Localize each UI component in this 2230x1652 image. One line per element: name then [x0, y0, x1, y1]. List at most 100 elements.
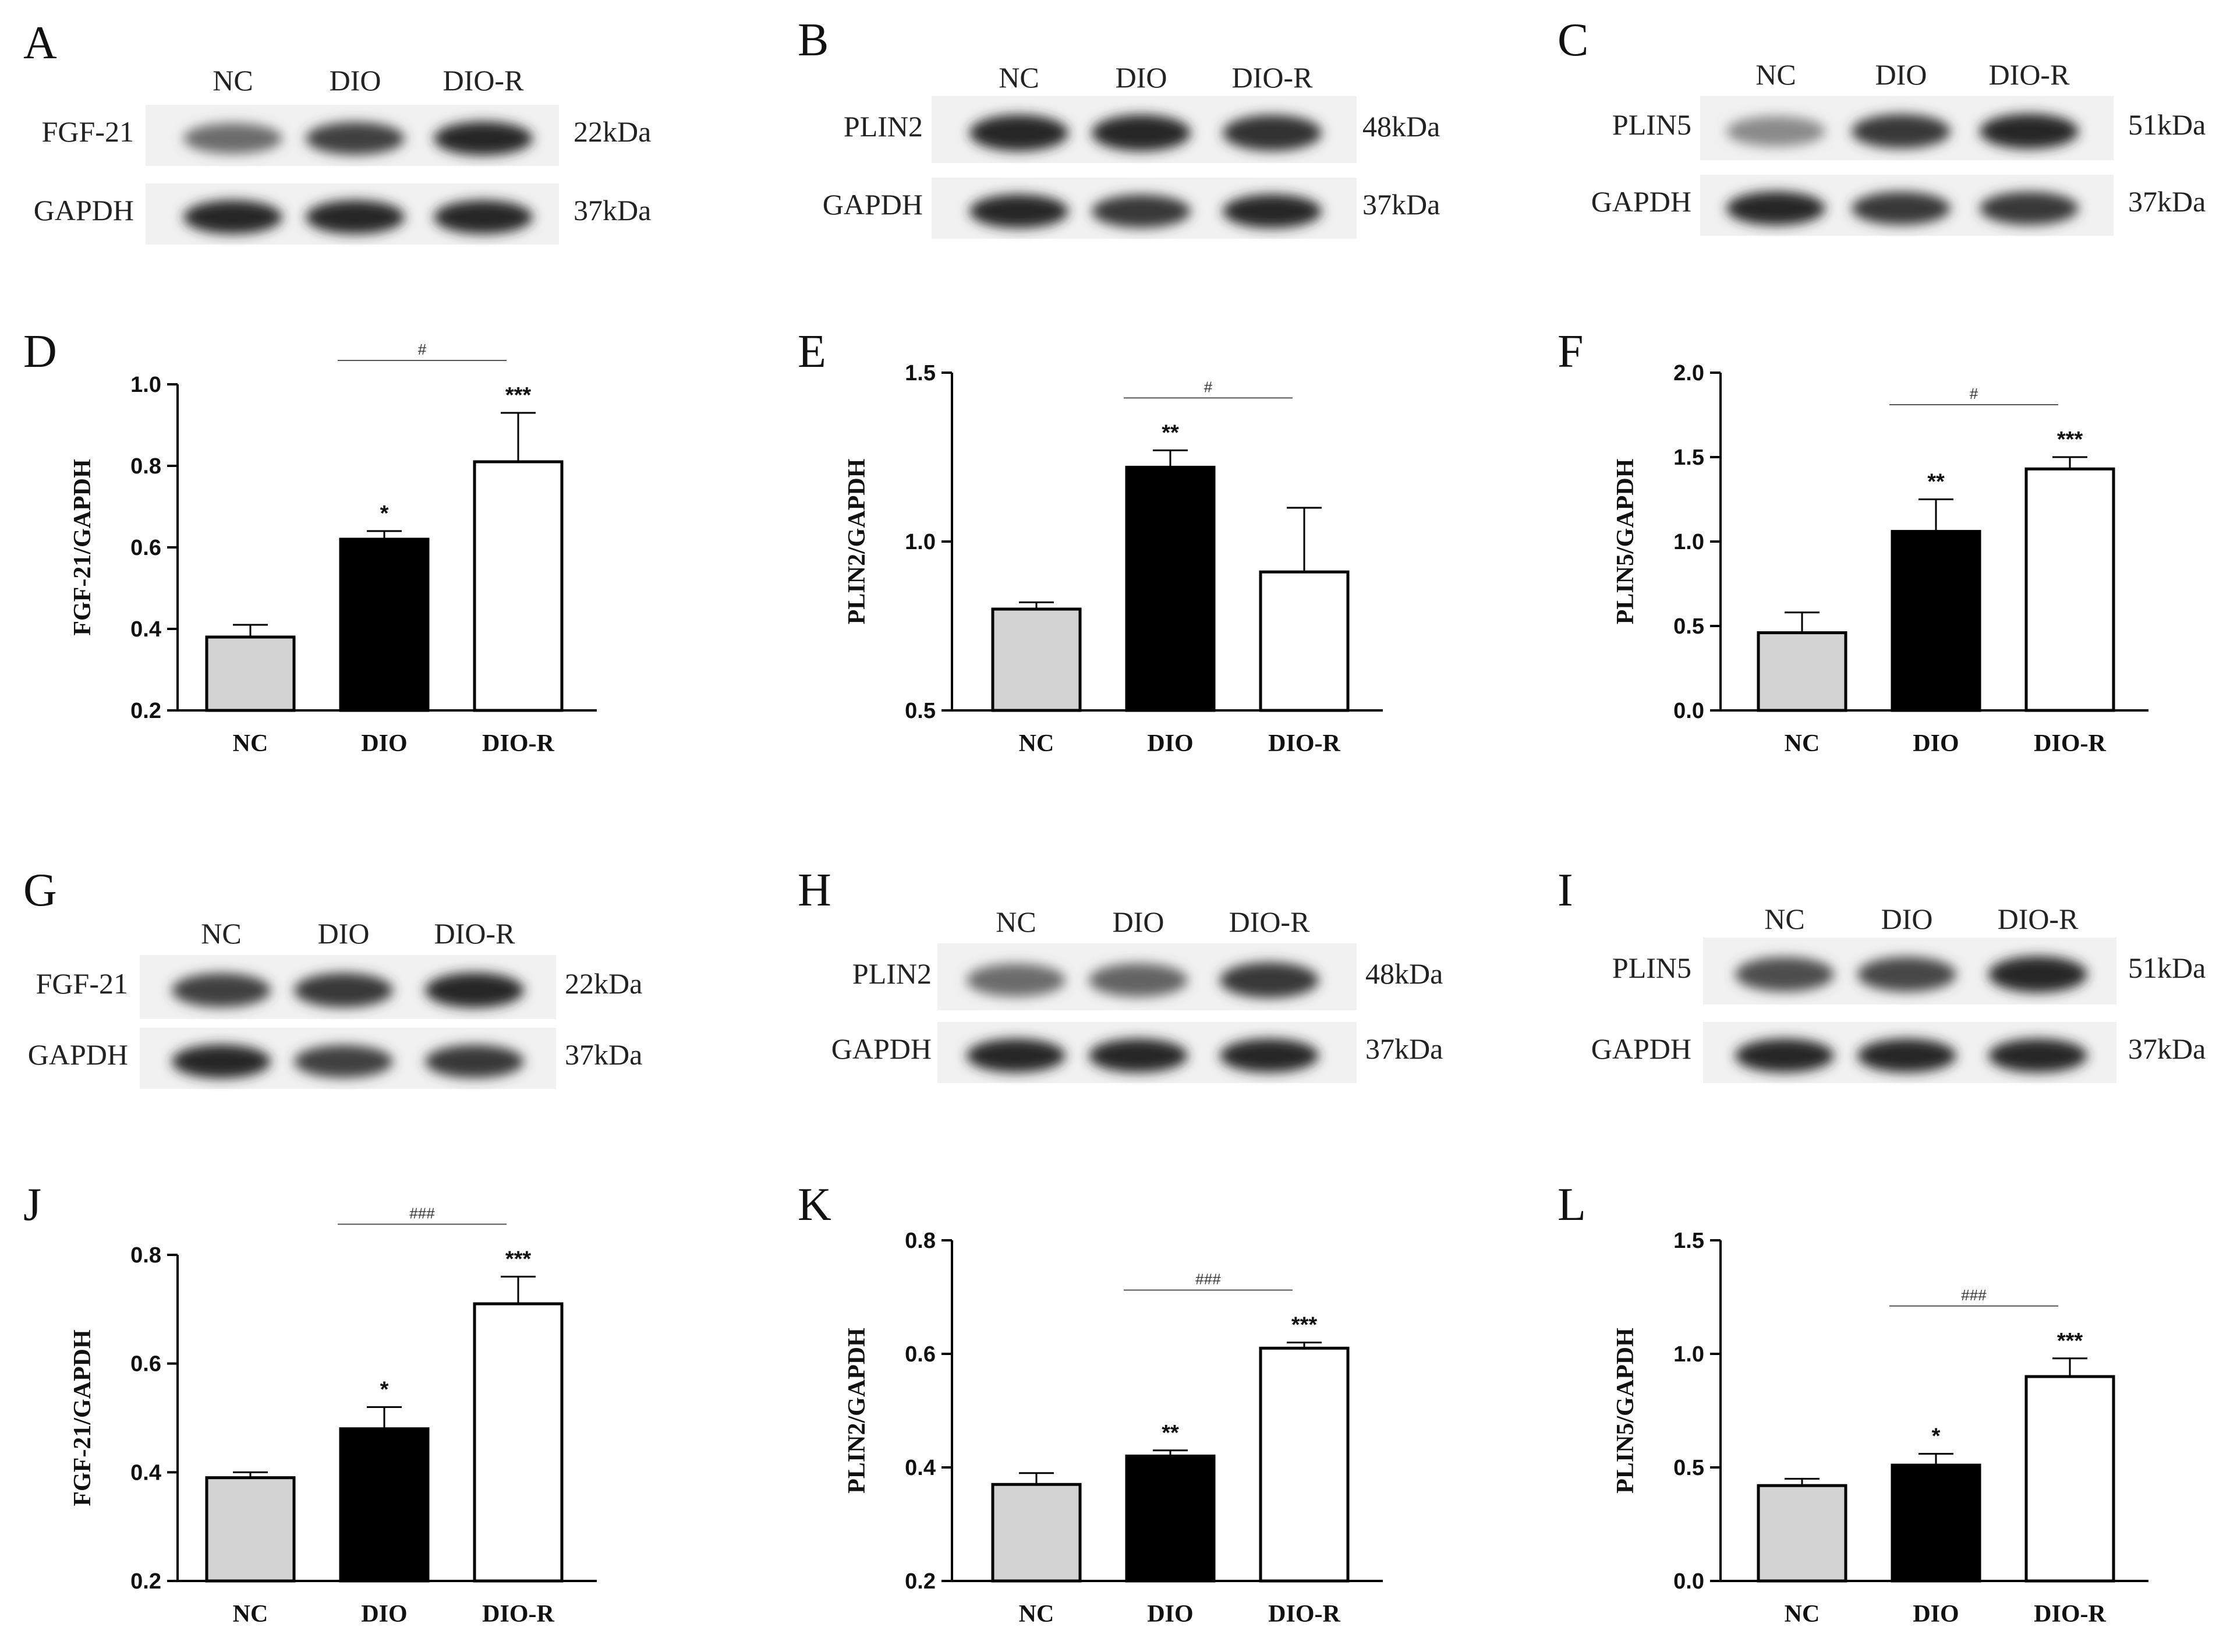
y-tick-label: 0.5: [905, 699, 936, 723]
chart-F: F 0.0 0.5 1.0 1.5 2.0 PLIN5/GAPDH NC ** DIO *** DIO…: [1558, 326, 2148, 757]
band: [1852, 192, 1951, 225]
band: [306, 200, 405, 234]
category-label-DIO: DIO: [361, 1601, 407, 1628]
y-tick-label: 0.8: [130, 454, 161, 479]
panel-letter: K: [798, 1179, 831, 1230]
y-axis-label: PLIN5/GAPDH: [1612, 459, 1639, 625]
chart-J: J 0.2 0.4 0.6 0.8 FGF-21/GAPDH NC * DIO *** DIO-R #…: [23, 1179, 597, 1628]
panel-letter: I: [1558, 865, 1573, 916]
bar-DIO-R: [2024, 1375, 2115, 1583]
kda-label: 48kDa: [1362, 110, 1440, 143]
band: [1857, 957, 1956, 992]
lane-label-DIO-R: DIO-R: [1998, 903, 2079, 935]
band: [306, 122, 405, 155]
blot-row-label: GAPDH: [831, 1032, 932, 1065]
significance-stars: **: [1927, 470, 1945, 494]
kda-label: 22kDa: [574, 115, 651, 148]
blot-panel-B: B NC DIO DIO-R PLIN2 48kDa GAPDH 37kDa: [798, 15, 1440, 239]
panel-letter: L: [1558, 1179, 1586, 1230]
blot-panel-H: H NC DIO DIO-R PLIN2 48kDa GAPDH 37kDa: [798, 865, 1443, 1083]
y-tick-label: 0.6: [905, 1342, 936, 1367]
bar-NC: [991, 607, 1082, 712]
significance-stars: ***: [505, 1247, 532, 1271]
panel-letter: F: [1558, 326, 1584, 377]
band: [967, 1038, 1066, 1073]
kda-label: 37kDa: [1365, 1032, 1443, 1065]
lane-label-NC: NC: [1764, 903, 1804, 935]
significance-stars: *: [1932, 1424, 1941, 1449]
category-label-DIO: DIO: [1147, 730, 1193, 757]
panel-letter: J: [23, 1179, 41, 1230]
band: [1092, 194, 1191, 228]
bar-NC: [205, 635, 296, 712]
bar-DIO-R: [2024, 467, 2115, 712]
y-tick-label: 1.5: [1673, 1229, 1704, 1253]
y-axis-label: PLIN2/GAPDH: [844, 1328, 870, 1494]
significance-hash: #: [1970, 385, 1978, 402]
chart-L: L 0.0 0.5 1.0 1.5 PLIN5/GAPDH NC * DIO *** DIO-R ##…: [1558, 1179, 2148, 1628]
lane-label-DIO-R: DIO-R: [443, 64, 525, 97]
lane-label-DIO-R: DIO-R: [434, 917, 516, 950]
lane-label-DIO: DIO: [330, 64, 381, 97]
chart-D: D 0.2 0.4 0.6 0.8 1.0 FGF-21/GAPDH NC * DIO *** DIO…: [23, 326, 597, 757]
y-tick-label: 1.0: [130, 373, 161, 397]
category-label-NC: NC: [233, 1601, 268, 1628]
bar-NC: [1757, 1484, 1847, 1583]
blot-row-label: FGF-21: [42, 115, 134, 148]
band: [172, 1044, 271, 1078]
y-tick-label: 0.4: [130, 1460, 161, 1485]
bar-NC: [1757, 631, 1847, 712]
band: [1220, 962, 1319, 998]
lane-label-DIO: DIO: [1881, 903, 1933, 935]
band: [969, 114, 1068, 151]
lane-label-DIO-R: DIO-R: [1229, 905, 1311, 938]
band: [969, 194, 1068, 228]
kda-label: 51kDa: [2128, 951, 2206, 984]
y-tick-label: 2.0: [1673, 361, 1704, 385]
lane-label-DIO: DIO: [318, 917, 370, 950]
blot-row-label: PLIN5: [1612, 951, 1691, 984]
lane-label-DIO: DIO: [1875, 58, 1927, 91]
band: [1735, 957, 1834, 992]
kda-label: 51kDa: [2128, 108, 2206, 141]
band: [1223, 194, 1322, 228]
band: [1980, 192, 2079, 225]
y-axis-label: FGF-21/GAPDH: [69, 1329, 96, 1506]
blot-panel-G: G NC DIO DIO-R FGF-21 22kDa GAPDH 37kDa: [23, 865, 642, 1089]
lane-label-NC: NC: [999, 61, 1039, 94]
panel-letter: C: [1558, 15, 1588, 66]
category-label-DIO: DIO: [1147, 1601, 1193, 1628]
bar-DIO-R: [1259, 570, 1350, 712]
y-tick-label: 0.0: [1673, 1569, 1704, 1594]
band: [294, 972, 393, 1008]
lane-label-NC: NC: [1755, 58, 1796, 91]
band: [1089, 963, 1188, 997]
blot-row-label: GAPDH: [1591, 185, 1691, 218]
y-tick-label: 0.2: [130, 699, 161, 723]
significance-stars: **: [1162, 420, 1179, 445]
band: [1735, 1038, 1834, 1073]
panel-letter: A: [23, 17, 57, 69]
kda-label: 37kDa: [2128, 1032, 2206, 1065]
bar-DIO-R: [1259, 1346, 1350, 1583]
band: [1089, 1038, 1188, 1073]
y-axis-label: PLIN5/GAPDH: [1612, 1328, 1639, 1494]
kda-label: 37kDa: [1362, 188, 1440, 221]
band: [1988, 956, 2087, 993]
panel-letter: E: [798, 326, 826, 377]
band: [1852, 114, 1951, 149]
y-tick-label: 0.2: [905, 1569, 936, 1594]
significance-hash: ###: [1195, 1271, 1221, 1288]
lane-label-DIO: DIO: [1116, 61, 1167, 94]
y-tick-label: 1.0: [905, 530, 936, 554]
band: [183, 200, 282, 234]
band: [183, 123, 282, 154]
band: [1220, 1038, 1319, 1073]
band: [1988, 1038, 2087, 1073]
bar-DIO: [1891, 530, 1981, 712]
significance-hash: #: [418, 341, 427, 358]
category-label-NC: NC: [1785, 1601, 1820, 1628]
band: [434, 200, 533, 234]
band: [172, 973, 271, 1007]
